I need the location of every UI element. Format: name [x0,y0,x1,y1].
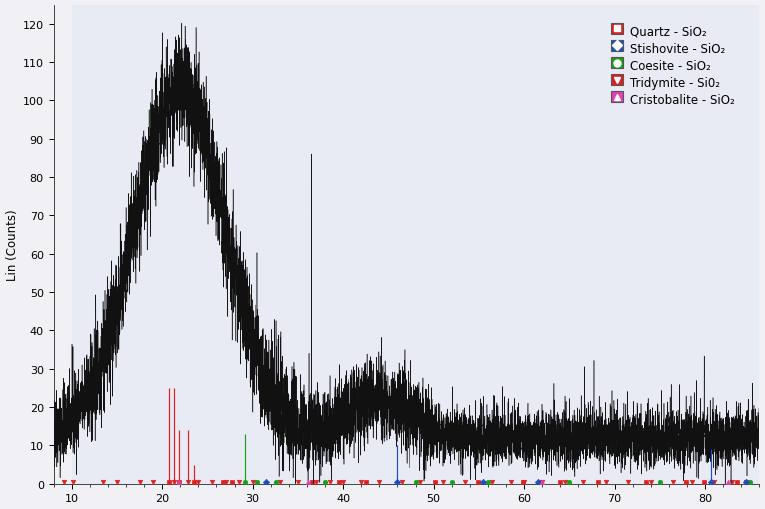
Legend: Quartz - SiO₂, Stishovite - SiO₂, Coesite - SiO₂, Tridymite - Si0₂, Cristobalite: Quartz - SiO₂, Stishovite - SiO₂, Coesit… [607,21,740,112]
Y-axis label: Lin (Counts): Lin (Counts) [5,209,18,280]
Bar [72,6,760,484]
